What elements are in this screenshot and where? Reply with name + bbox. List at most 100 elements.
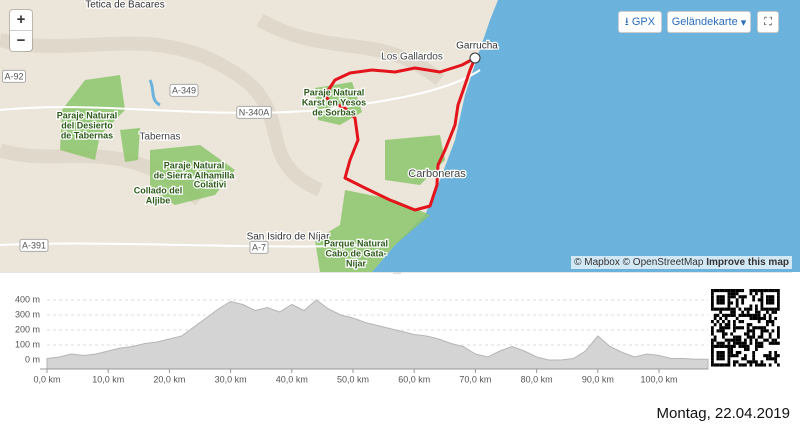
qr-module [763,316,767,321]
qr-module [727,320,731,324]
reservoir [148,79,161,107]
qr-module [727,292,731,296]
qr-module [766,307,769,311]
qr-module [744,295,747,299]
resize-handle[interactable] [393,272,401,274]
qr-module [719,326,723,330]
qr-module [741,357,745,361]
qr-module [766,320,769,324]
qr-module [777,329,780,333]
qr-module [716,344,720,348]
qr-module [733,295,736,299]
qr-module [755,313,758,317]
qr-module [768,313,772,317]
qr-module [733,326,736,330]
place-label: Aljibe [146,195,171,205]
qr-module [766,323,769,327]
qr-module [757,320,761,324]
y-tick-label: 0 m [25,354,40,364]
qr-module [722,354,725,358]
zoom-in-button[interactable]: + [10,10,32,31]
qr-module [744,344,747,348]
qr-module [735,335,739,339]
qr-module [738,307,742,311]
qr-module [768,332,772,336]
qr-module [760,341,764,345]
qr-module [711,292,714,296]
qr-module [768,307,772,311]
qr-module [755,363,758,367]
qr-module [735,316,739,321]
qr-module [722,332,725,336]
gpx-button[interactable]: ⭳ GPX [618,11,662,33]
qr-module [757,298,761,302]
qr-module [752,357,756,361]
qr-module [733,335,736,339]
y-tick-label: 300 m [15,309,40,319]
qr-module [735,289,739,293]
qr-module [768,301,772,305]
attribution: © Mapbox © OpenStreetMap Improve this ma… [571,256,792,269]
attribution-item[interactable]: Improve this map [706,257,789,268]
layer-button[interactable]: Geländekarte ▾ [667,11,751,33]
qr-module [768,289,772,293]
qr-module [774,307,778,311]
map[interactable]: Tetica de Bacares Los Gallardos Garrucha A-… [0,0,800,272]
qr-module [777,354,780,358]
qr-module [757,344,761,348]
qr-module [755,341,758,345]
qr-module [735,292,739,296]
qr-module [711,341,714,345]
qr-module [755,316,758,321]
qr-module [746,307,750,311]
qr-module [757,313,761,317]
qr-module [711,295,714,299]
qr-module [713,335,717,339]
qr-module [727,289,731,293]
qr-module [722,357,725,361]
qr-module [719,301,723,305]
qr-module [766,310,769,314]
qr-module [766,295,769,299]
qr-module [749,292,753,296]
qr-module [727,357,731,361]
x-tick-label: 0,0 km [33,374,60,384]
qr-module [716,295,720,299]
qr-module [746,360,750,364]
qr-module [733,289,736,293]
qr-module [763,338,767,342]
qr-module [741,298,745,302]
qr-module [777,326,780,330]
date: Montag, 22.04.2019 [656,405,790,422]
fullscreen-button[interactable]: ⛶ [757,11,779,33]
qr-module [749,363,753,367]
qr-module [713,344,717,348]
qr-module [716,298,720,302]
qr-module [716,357,720,361]
qr-module [727,363,731,367]
qr-module [760,292,764,296]
qr-module [752,354,756,358]
qr-module [738,344,742,348]
qr-module [719,357,723,361]
zoom-out-button[interactable]: − [16,32,26,49]
qr-module [749,341,753,345]
attribution-item[interactable]: © Mapbox [574,257,620,268]
qr-module [733,354,736,358]
qr-module [711,304,714,308]
qr-module [733,344,736,348]
road-shield: A-349 [172,85,196,95]
qr-module [757,289,761,293]
qr-module [763,326,767,330]
qr-module [724,313,728,317]
qr-module [738,313,742,317]
qr-module [766,301,769,305]
qr-module [777,295,780,299]
qr-module [746,332,750,336]
qr-module [716,354,720,358]
attribution-item[interactable]: © OpenStreetMap [622,257,704,268]
qr-module [755,292,758,296]
qr-module [760,363,764,367]
qr-module [766,354,769,358]
layer-label: Geländekarte [671,16,738,28]
